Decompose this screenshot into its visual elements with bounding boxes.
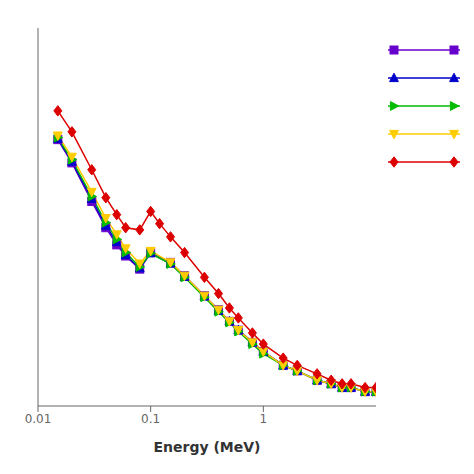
- svg-text:1: 1: [260, 412, 268, 426]
- svg-text:0.01: 0.01: [25, 412, 52, 426]
- svg-text:0.1: 0.1: [141, 412, 160, 426]
- svg-text:Energy (MeV): Energy (MeV): [153, 439, 260, 455]
